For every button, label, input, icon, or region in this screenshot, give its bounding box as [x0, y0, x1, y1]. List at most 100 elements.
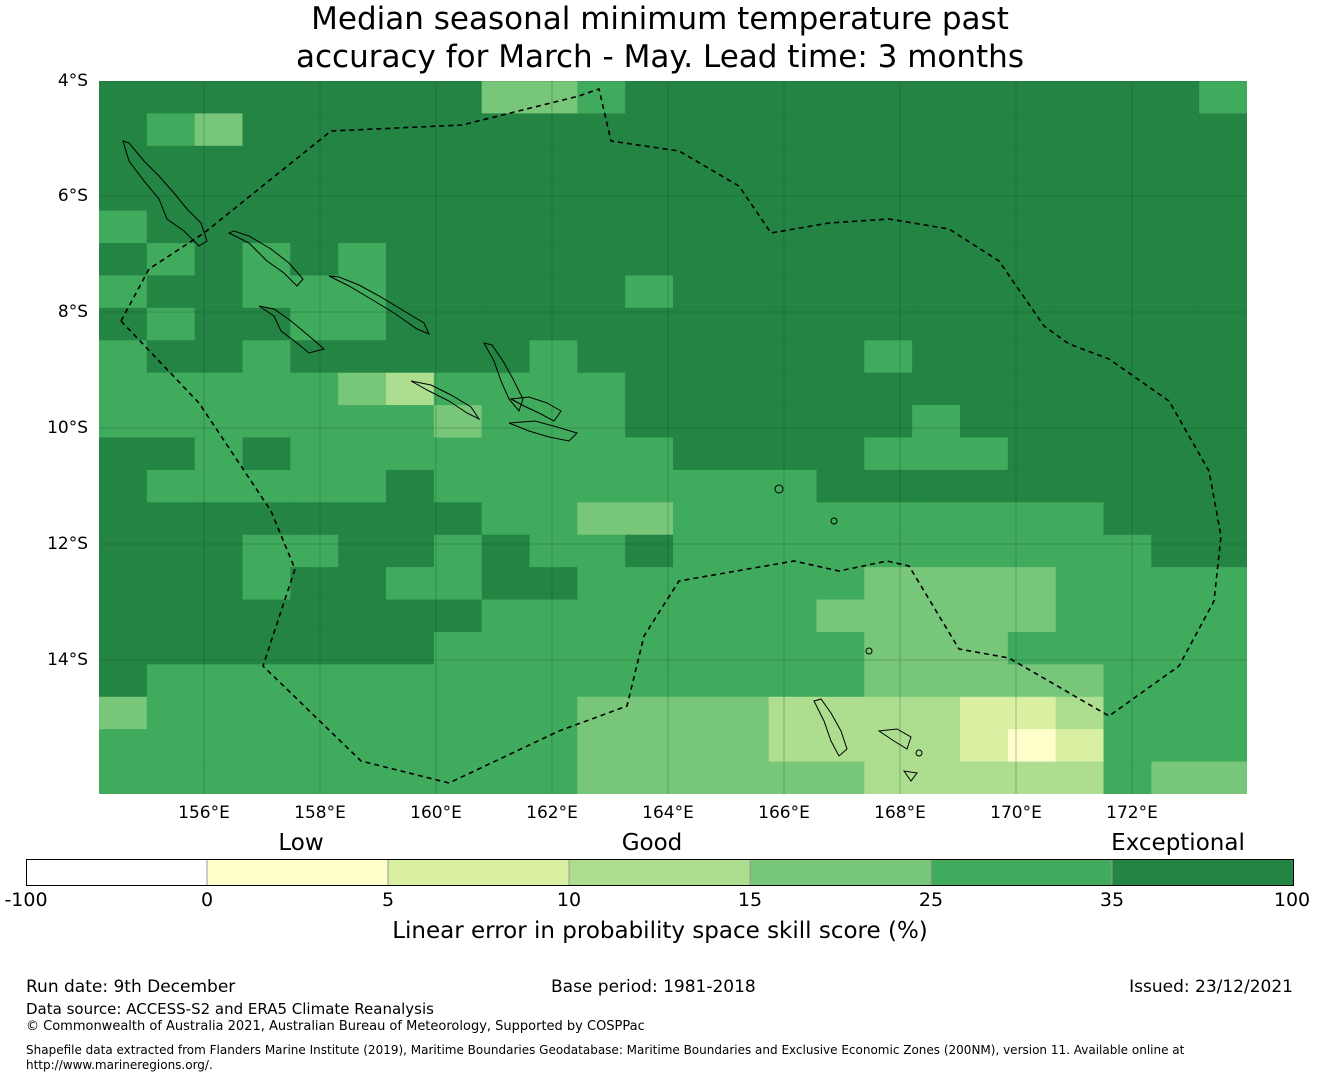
- grid-cell: [242, 729, 291, 763]
- grid-cell: [433, 405, 483, 439]
- grid-cell: [864, 81, 913, 115]
- grid-cell: [1007, 502, 1057, 536]
- colorbar: [26, 859, 1294, 886]
- grid-cell: [338, 469, 387, 503]
- grid-cell: [625, 534, 674, 568]
- grid-cell: [433, 372, 483, 406]
- grid-cell: [146, 599, 196, 633]
- grid-cell: [960, 372, 1009, 406]
- lon-label-158e: 158°E: [294, 803, 346, 823]
- grid-cell: [290, 307, 339, 341]
- grid-cell: [529, 113, 578, 147]
- grid-cell: [625, 761, 674, 794]
- island-new-georgia: [258, 305, 326, 354]
- colorbar-tick-35: 35: [1099, 889, 1125, 911]
- lat-label-8s: 8°S: [57, 302, 88, 322]
- grid-cell: [1199, 178, 1247, 212]
- issued-date: Issued: 23/12/2021: [1129, 977, 1293, 997]
- grid-cell: [433, 243, 483, 277]
- grid-cell: [338, 81, 387, 115]
- grid-cell: [433, 729, 483, 763]
- grid-cell: [481, 81, 531, 115]
- grid-cell: [481, 307, 531, 341]
- grid-cell: [194, 567, 244, 601]
- grid-cell: [338, 210, 387, 244]
- grid-cell: [1007, 307, 1057, 341]
- grid-cell: [816, 664, 865, 698]
- grid-cell: [194, 405, 244, 439]
- grid-cell: [816, 761, 865, 794]
- grid-cell: [194, 178, 244, 212]
- grid-cell: [1151, 113, 1200, 147]
- grid-cell: [194, 469, 244, 503]
- colorbar-segment-0-5: [207, 859, 388, 886]
- grid-cell: [720, 178, 770, 212]
- grid-cell: [816, 145, 865, 179]
- grid-cell: [720, 81, 770, 115]
- grid-cell: [768, 81, 818, 115]
- island-santa-isabel: [328, 275, 430, 335]
- grid-cell: [481, 372, 531, 406]
- grid-cell: [912, 469, 961, 503]
- grid-cell: [1103, 599, 1152, 633]
- grid-cell: [481, 243, 531, 277]
- grid-cell: [960, 307, 1009, 341]
- grid-cell: [720, 599, 770, 633]
- grid-cell: [577, 631, 626, 665]
- grid-cell: [146, 372, 196, 406]
- grid-cell: [386, 729, 435, 763]
- grid-cell: [960, 664, 1009, 698]
- grid-cell: [290, 81, 339, 115]
- eez-boundary: [120, 87, 1222, 784]
- grid-cell: [481, 437, 531, 471]
- grid-cell: [386, 664, 435, 698]
- grid-cell: [1103, 145, 1152, 179]
- grid-cell: [960, 113, 1009, 147]
- grid-cell: [625, 307, 674, 341]
- grid-cell: [673, 405, 722, 439]
- grid-cell: [625, 664, 674, 698]
- grid-cell: [194, 340, 244, 374]
- grid-cell: [242, 631, 291, 665]
- grid-cell: [290, 567, 339, 601]
- colorbar-tick-25: 25: [918, 889, 944, 911]
- grid-cell: [673, 81, 722, 115]
- grid-cell: [625, 178, 674, 212]
- grid-cell: [1199, 307, 1247, 341]
- grid-cell: [338, 502, 387, 536]
- grid-cell: [99, 340, 148, 374]
- colorbar-segment-neg100-0: [26, 859, 207, 886]
- grid-cell: [481, 210, 531, 244]
- grid-cell: [99, 405, 148, 439]
- grid-cell: [146, 567, 196, 601]
- grid-cell: [912, 178, 961, 212]
- colorbar-segment-10-15: [569, 859, 750, 886]
- grid-cell: [338, 307, 387, 341]
- grid-cell: [290, 275, 339, 309]
- grid-cell: [625, 340, 674, 374]
- grid-cell: [1055, 664, 1105, 698]
- grid-cell: [433, 502, 483, 536]
- grid-cell: [99, 145, 148, 179]
- grid-cell: [1199, 599, 1247, 633]
- grid-cell: [960, 469, 1009, 503]
- grid-cell: [960, 631, 1009, 665]
- island-vanuatu-efate: [902, 770, 918, 782]
- grid-cell: [1199, 243, 1247, 277]
- grid-cell: [1199, 567, 1247, 601]
- island-bougainville: [122, 140, 208, 247]
- grid-cell: [99, 437, 148, 471]
- grid-cell: [146, 210, 196, 244]
- grid-cell: [1103, 178, 1152, 212]
- lon-label-162e: 162°E: [526, 803, 578, 823]
- grid-cell: [864, 567, 913, 601]
- grid-cell: [1007, 664, 1057, 698]
- grid-cell: [1151, 243, 1200, 277]
- grid-cell: [338, 534, 387, 568]
- grid-cell: [146, 145, 196, 179]
- map-canvas: [99, 81, 1247, 794]
- grid-cell: [290, 631, 339, 665]
- grid-cell: [338, 340, 387, 374]
- colorbar-tick-15: 15: [737, 889, 763, 911]
- grid-cell: [481, 599, 531, 633]
